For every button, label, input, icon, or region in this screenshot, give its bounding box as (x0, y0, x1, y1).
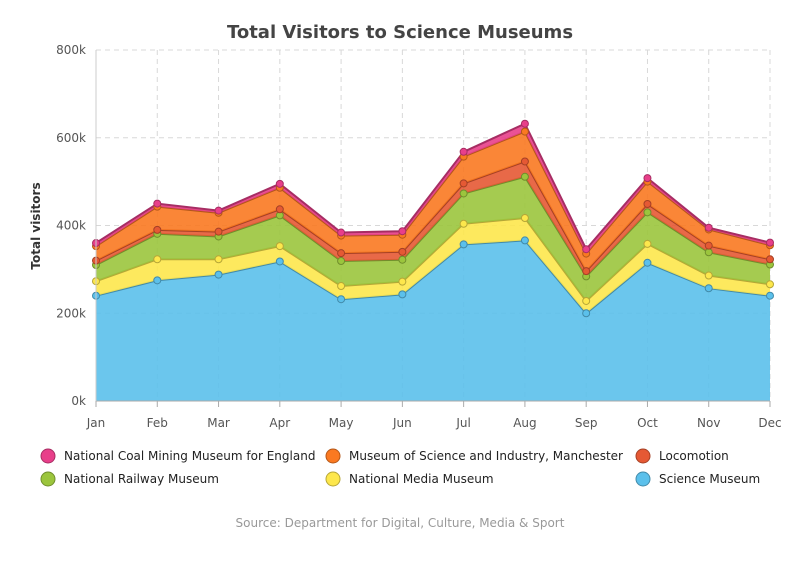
point-locomotion[interactable] (643, 200, 652, 209)
point-science-museum[interactable] (214, 270, 223, 279)
point-national-coal-mining-museum-for-england[interactable] (153, 199, 162, 208)
x-tick-label: Dec (758, 416, 781, 430)
chart-source: Source: Department for Digital, Culture,… (236, 516, 565, 530)
point-national-media-museum[interactable] (582, 296, 591, 305)
legend-marker (635, 471, 651, 487)
point-locomotion[interactable] (214, 227, 223, 236)
legend-label: Science Museum (659, 472, 760, 486)
point-science-museum[interactable] (582, 309, 591, 318)
point-national-coal-mining-museum-for-england[interactable] (275, 179, 284, 188)
point-national-media-museum[interactable] (766, 280, 774, 289)
legend-marker (40, 471, 56, 487)
point-locomotion[interactable] (459, 179, 468, 188)
point-locomotion[interactable] (337, 249, 346, 258)
point-locomotion[interactable] (582, 267, 591, 276)
x-tick-label: Mar (207, 416, 230, 430)
x-tick-label: Jun (392, 416, 412, 430)
x-tick-label: Apr (269, 416, 290, 430)
point-national-railway-museum[interactable] (520, 172, 529, 181)
line-national-coal-mining-museum-for-england (95, 122, 771, 252)
x-tick-label: Nov (697, 416, 720, 430)
point-national-railway-museum[interactable] (398, 255, 407, 264)
x-tick-label: Jan (86, 416, 106, 430)
chart-title: Total Visitors to Science Museums (227, 22, 573, 43)
point-national-railway-museum[interactable] (337, 257, 346, 266)
y-tick-label: 800k (56, 43, 86, 57)
legend-label: National Railway Museum (64, 472, 219, 486)
point-science-museum[interactable] (398, 290, 407, 299)
data-markers (92, 119, 774, 318)
legend-label: Museum of Science and Industry, Manchest… (349, 449, 623, 463)
point-national-media-museum[interactable] (459, 219, 468, 228)
y-tick-label: 600k (56, 131, 86, 145)
point-national-railway-museum[interactable] (643, 208, 652, 217)
point-national-media-museum[interactable] (398, 277, 407, 286)
x-tick-label: Feb (147, 416, 168, 430)
legend-item-museum-of-science-and-industry-manchester[interactable]: Museum of Science and Industry, Manchest… (325, 448, 623, 464)
y-tick-label: 200k (56, 306, 86, 320)
point-locomotion[interactable] (153, 225, 162, 234)
legend-item-national-coal-mining-museum-for-england[interactable]: National Coal Mining Museum for England (40, 448, 315, 464)
point-national-media-museum[interactable] (275, 242, 284, 251)
x-tick-label: May (329, 416, 354, 430)
point-national-coal-mining-museum-for-england[interactable] (643, 174, 652, 183)
legend-item-national-media-museum[interactable]: National Media Museum (325, 471, 494, 487)
point-national-coal-mining-museum-for-england[interactable] (704, 223, 713, 232)
x-tick-label: Jul (455, 416, 470, 430)
point-locomotion[interactable] (766, 255, 774, 264)
legend-item-national-railway-museum[interactable]: National Railway Museum (40, 471, 219, 487)
x-tick-label: Oct (637, 416, 658, 430)
legend-label: National Media Museum (349, 472, 494, 486)
point-national-coal-mining-museum-for-england[interactable] (459, 147, 468, 156)
point-national-media-museum[interactable] (520, 214, 529, 223)
point-locomotion[interactable] (704, 241, 713, 250)
point-national-media-museum[interactable] (643, 239, 652, 248)
legend[interactable]: National Coal Mining Museum for England M… (40, 448, 760, 487)
x-tick-label: Aug (513, 416, 536, 430)
point-national-coal-mining-museum-for-england[interactable] (337, 228, 346, 237)
point-science-museum[interactable] (520, 236, 529, 245)
point-national-media-museum[interactable] (337, 282, 346, 291)
legend-item-locomotion[interactable]: Locomotion (635, 448, 729, 464)
legend-label: National Coal Mining Museum for England (64, 449, 315, 463)
legend-marker (325, 471, 341, 487)
point-national-coal-mining-museum-for-england[interactable] (582, 245, 591, 254)
point-national-coal-mining-museum-for-england[interactable] (398, 227, 407, 236)
legend-marker (40, 448, 56, 464)
y-tick-label: 400k (56, 219, 86, 233)
point-science-museum[interactable] (153, 276, 162, 285)
y-axis-label: Total visitors (29, 182, 43, 269)
area-national-railway-museum[interactable] (96, 176, 770, 301)
point-science-museum[interactable] (459, 240, 468, 249)
legend-item-science-museum[interactable]: Science Museum (635, 471, 760, 487)
point-national-railway-museum[interactable] (459, 189, 468, 198)
point-national-media-museum[interactable] (704, 271, 713, 280)
point-science-museum[interactable] (643, 258, 652, 267)
y-tick-label: 0k (71, 394, 86, 408)
point-museum-of-science-and-industry-manchester[interactable] (520, 127, 529, 136)
point-science-museum[interactable] (337, 295, 346, 304)
point-national-coal-mining-museum-for-england[interactable] (214, 206, 223, 215)
legend-marker (325, 448, 341, 464)
area-national-media-museum[interactable] (96, 218, 770, 314)
point-national-coal-mining-museum-for-england[interactable] (520, 119, 529, 128)
point-national-media-museum[interactable] (153, 255, 162, 264)
legend-label: Locomotion (659, 449, 729, 463)
point-locomotion[interactable] (275, 205, 284, 214)
point-science-museum[interactable] (766, 291, 774, 300)
point-locomotion[interactable] (398, 247, 407, 256)
point-locomotion[interactable] (520, 157, 529, 166)
point-national-railway-museum[interactable] (704, 248, 713, 257)
area-science-museum[interactable] (96, 240, 770, 401)
point-science-museum[interactable] (704, 284, 713, 293)
area-series-layer (95, 122, 771, 401)
point-national-media-museum[interactable] (214, 255, 223, 264)
point-science-museum[interactable] (275, 257, 284, 266)
axes: 0k 200k 400k 600k 800k Jan Feb Mar Apr May Jun Jul A… (56, 43, 781, 430)
legend-marker (635, 448, 651, 464)
x-tick-label: Sep (575, 416, 598, 430)
point-national-coal-mining-museum-for-england[interactable] (766, 238, 774, 247)
